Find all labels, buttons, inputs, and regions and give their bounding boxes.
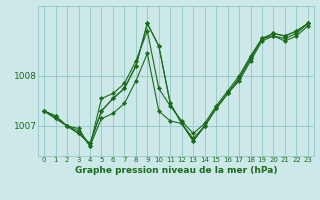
X-axis label: Graphe pression niveau de la mer (hPa): Graphe pression niveau de la mer (hPa) xyxy=(75,166,277,175)
